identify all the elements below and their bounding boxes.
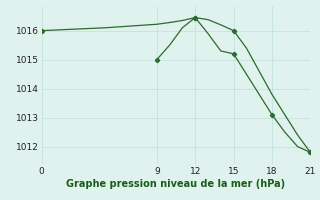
X-axis label: Graphe pression niveau de la mer (hPa): Graphe pression niveau de la mer (hPa) <box>67 179 285 189</box>
